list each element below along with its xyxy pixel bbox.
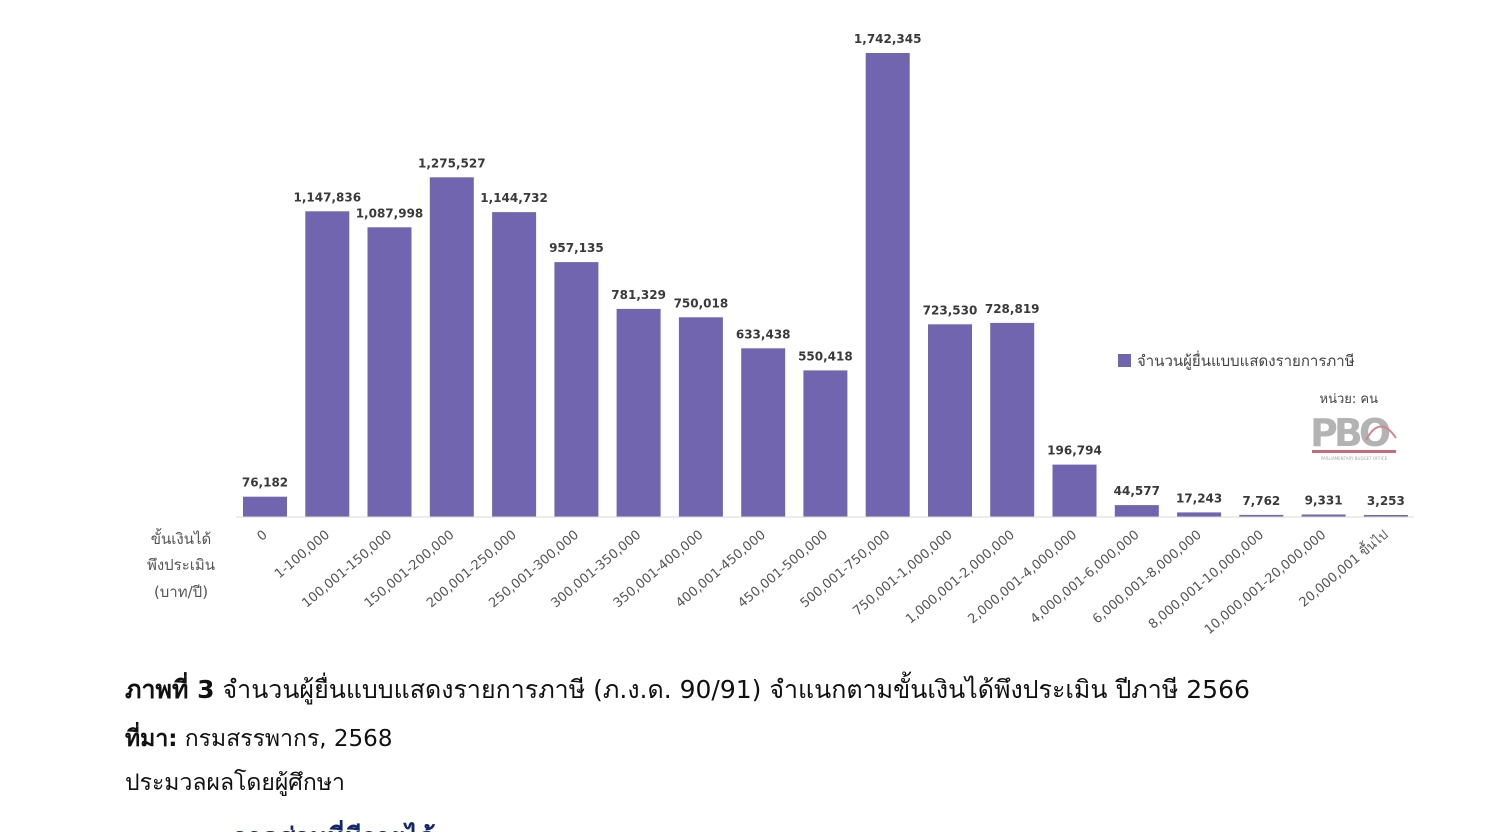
figure-caption-text: จำนวนผู้ยื่นแบบแสดงรายการภาษี (ภ.ง.ด. 90… [222, 675, 1250, 704]
legend-label: จำนวนผู้ยื่นแบบแสดงรายการภาษี [1137, 350, 1355, 370]
figure-source: ที่มา: กรมสรรพากร, 2568 [125, 721, 392, 757]
bar-2 [367, 227, 412, 518]
x-axis-label-line-1: ขั้นเงินได้ [151, 528, 212, 548]
figure-caption: ภาพที่ 3 จำนวนผู้ยื่นแบบแสดงรายการภาษี (… [125, 670, 1250, 710]
category-label-15: 6,000,001-8,000,000 [1090, 528, 1205, 628]
bar-8 [741, 348, 786, 517]
value-label-13: 196,794 [1047, 444, 1102, 458]
unit-label: หน่วย: คน [1320, 392, 1379, 407]
bar-3 [429, 177, 474, 518]
bar-0 [243, 496, 287, 517]
bar-13 [1052, 464, 1097, 517]
value-label-18: 3,253 [1367, 494, 1405, 508]
x-axis-label-line-2: พึงประเมิน [147, 556, 215, 574]
pbo-logo-mark: PBO [1310, 411, 1390, 455]
value-label-1: 1,147,836 [294, 190, 362, 204]
processed-by-note: ประมวลผลโดยผู้ศึกษา [125, 770, 345, 796]
next-heading-clipped: ภาคส่วนที่มีรายได้ [230, 820, 530, 832]
legend: จำนวนผู้ยื่นแบบแสดงรายการภาษี [1118, 350, 1355, 370]
figure-source-text: กรมสรรพากร, 2568 [184, 726, 393, 752]
pbo-logo-subtext: PARLIAMENTARY BUDGET OFFICE [1321, 456, 1388, 461]
value-label-4: 1,144,732 [480, 191, 548, 205]
bar-10 [865, 53, 910, 517]
next-heading-text: ภาคส่วนที่มีรายได้ [230, 820, 530, 832]
bar-12 [990, 322, 1035, 517]
bar-5 [554, 262, 599, 517]
value-label-9: 550,418 [798, 349, 853, 363]
value-label-12: 728,819 [985, 302, 1040, 316]
pbo-logo: PBO PARLIAMENTARY BUDGET OFFICE [1310, 411, 1397, 461]
bar-18 [1363, 515, 1408, 517]
bar-1 [305, 211, 350, 518]
bar-11 [928, 324, 972, 517]
legend-swatch [1118, 354, 1131, 367]
value-label-6: 781,329 [611, 288, 666, 302]
bar-15 [1177, 512, 1222, 517]
category-label-13: 2,000,001-4,000,000 [965, 528, 1080, 628]
bar-17 [1301, 514, 1346, 517]
value-labels-group: 76,182 1,147,836 1,087,998 1,275,527 1,144,7… [242, 32, 1405, 508]
value-label-11: 723,530 [923, 303, 978, 317]
x-axis-label-line-3: (บาท/ปี) [154, 583, 208, 601]
value-label-14: 44,577 [1114, 484, 1160, 498]
value-label-2: 1,087,998 [356, 206, 424, 220]
bar-14 [1114, 505, 1159, 517]
category-label-12: 1,000,001-2,000,000 [903, 528, 1018, 628]
value-label-5: 957,135 [549, 241, 604, 255]
category-label-14: 4,000,001-6,000,000 [1028, 528, 1143, 628]
figure-source-label: ที่มา: [125, 726, 178, 752]
bar-chart: 76,182 1,147,836 1,087,998 1,275,527 1,144,7… [147, 32, 1414, 638]
bar-7 [678, 317, 723, 517]
figure-caption-label: ภาพที่ 3 [125, 675, 215, 704]
value-label-10: 1,742,345 [854, 32, 922, 46]
bar-4 [492, 212, 537, 517]
category-labels-group: 0 1-100,000100,001-150,000150,001-200,000… [255, 525, 1392, 637]
value-label-8: 633,438 [736, 327, 791, 341]
category-label-16: 8,000,001-10,000,000 [1146, 528, 1267, 633]
value-label-0: 76,182 [242, 476, 288, 490]
category-label-1: 1-100,000 [272, 528, 333, 582]
value-label-7: 750,018 [674, 296, 729, 310]
bar-6 [616, 308, 661, 517]
value-label-15: 17,243 [1176, 491, 1222, 505]
bar-16 [1239, 514, 1284, 517]
value-label-3: 1,275,527 [418, 156, 486, 170]
bars-group [243, 53, 1408, 518]
value-label-16: 7,762 [1242, 494, 1280, 508]
category-label-17: 10,000,001-20,000,000 [1202, 528, 1329, 638]
value-label-17: 9,331 [1305, 494, 1343, 508]
bar-9 [803, 370, 848, 517]
category-label-0: 0 [255, 528, 271, 545]
